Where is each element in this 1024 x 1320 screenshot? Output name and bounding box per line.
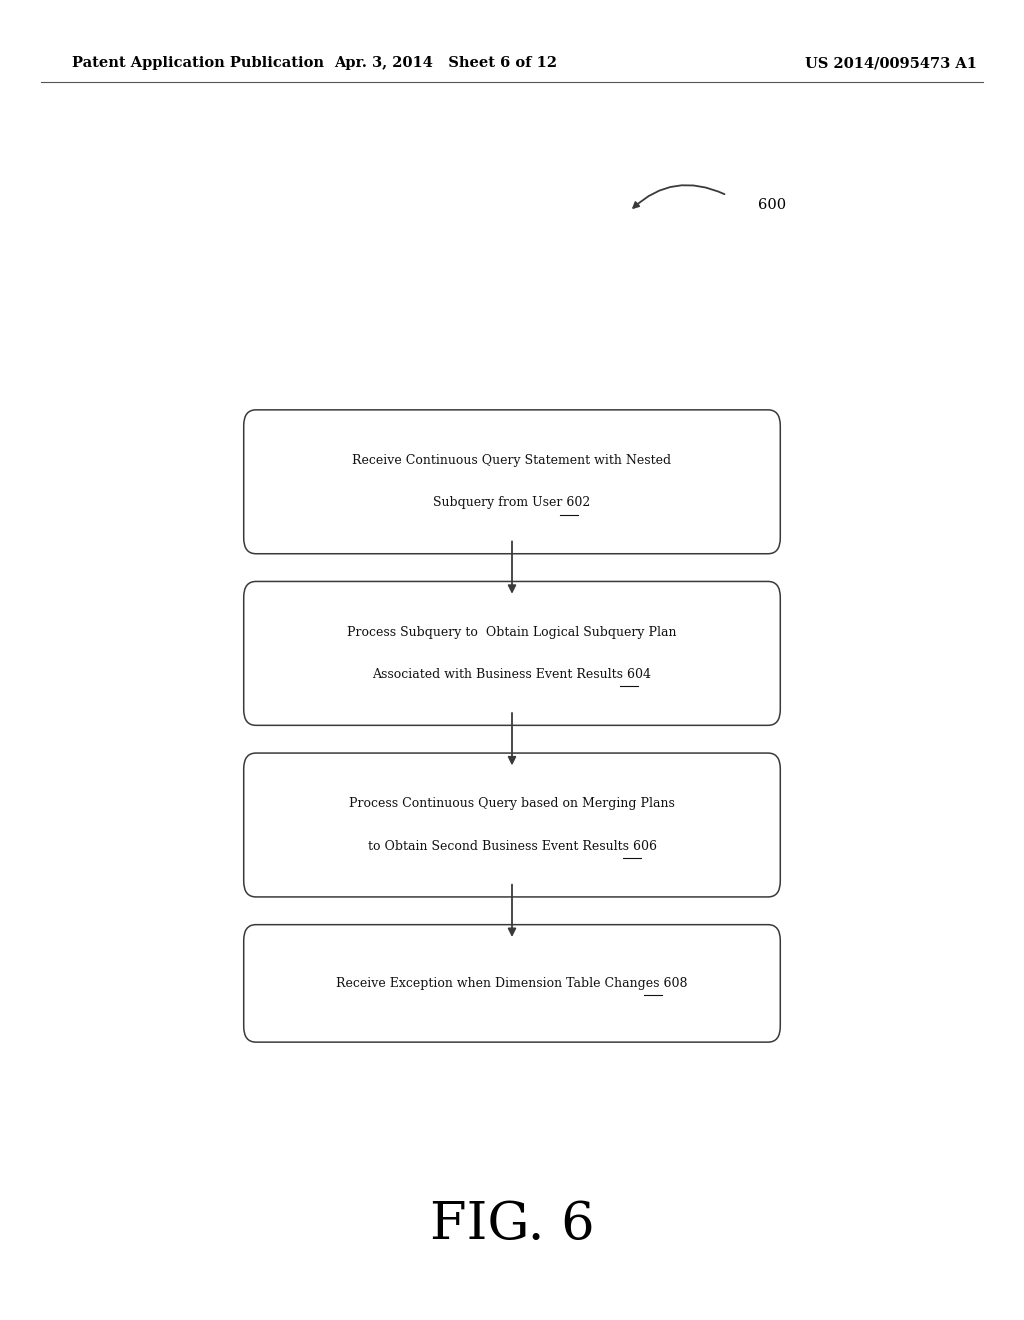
Text: Process Continuous Query based on Merging Plans: Process Continuous Query based on Mergin… [349, 797, 675, 810]
Text: Patent Application Publication: Patent Application Publication [72, 57, 324, 70]
Text: Subquery from User 602: Subquery from User 602 [433, 496, 591, 510]
Text: to Obtain Second Business Event Results 606: to Obtain Second Business Event Results … [368, 840, 656, 853]
Text: US 2014/0095473 A1: US 2014/0095473 A1 [805, 57, 977, 70]
Text: Apr. 3, 2014   Sheet 6 of 12: Apr. 3, 2014 Sheet 6 of 12 [334, 57, 557, 70]
Text: Receive Continuous Query Statement with Nested: Receive Continuous Query Statement with … [352, 454, 672, 467]
Text: Associated with Business Event Results 604: Associated with Business Event Results 6… [373, 668, 651, 681]
FancyBboxPatch shape [244, 581, 780, 726]
FancyBboxPatch shape [244, 409, 780, 554]
FancyBboxPatch shape [244, 752, 780, 898]
FancyBboxPatch shape [244, 924, 780, 1043]
Text: FIG. 6: FIG. 6 [430, 1200, 594, 1250]
Text: 600: 600 [758, 198, 785, 211]
Text: Process Subquery to  Obtain Logical Subquery Plan: Process Subquery to Obtain Logical Subqu… [347, 626, 677, 639]
Text: Receive Exception when Dimension Table Changes 608: Receive Exception when Dimension Table C… [336, 977, 688, 990]
